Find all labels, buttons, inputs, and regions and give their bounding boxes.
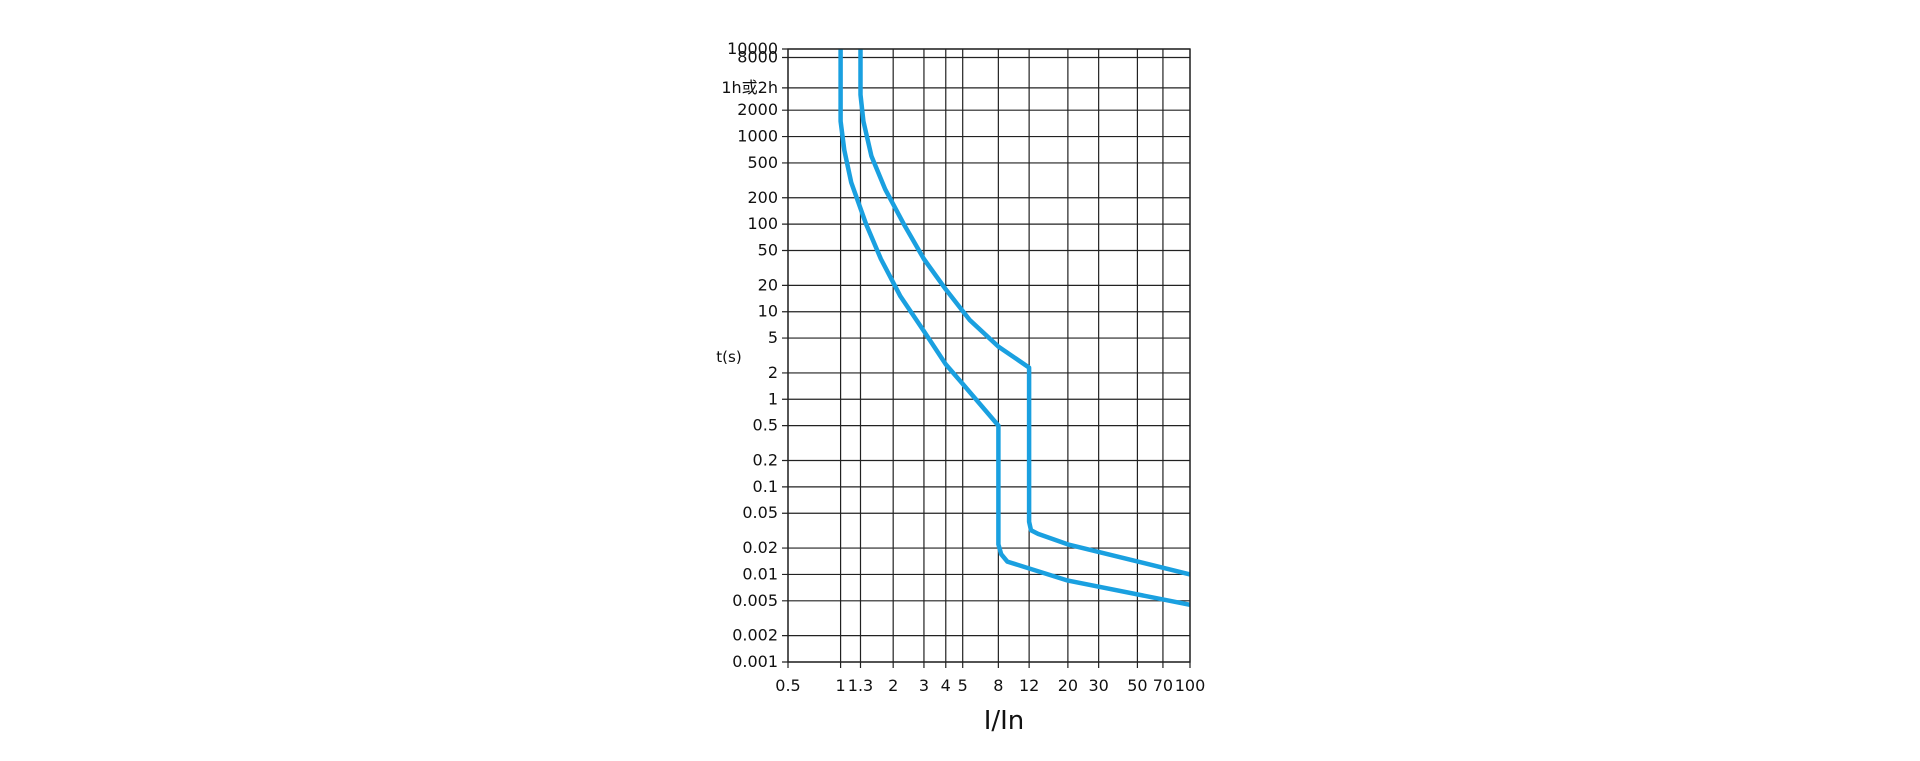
x-tick-label: 3 [919, 676, 929, 695]
y-axis-label: t(s) [716, 348, 741, 366]
x-tick-label: 50 [1127, 676, 1147, 695]
y-tick-label: 1h或2h [721, 78, 778, 97]
x-tick-label: 1.3 [848, 676, 873, 695]
series-group [838, 49, 1191, 608]
x-tick-label: 1 [835, 676, 845, 695]
series-line-2 [858, 49, 1191, 577]
y-tick-label: 2 [768, 363, 778, 382]
x-tick-label: 70 [1153, 676, 1173, 695]
y-tick-label: 1000 [737, 127, 778, 146]
y-tick-label: 0.001 [732, 652, 778, 671]
y-tick-label: 0.05 [742, 503, 778, 522]
y-tick-label: 1 [768, 389, 778, 408]
x-tick-label: 100 [1175, 676, 1206, 695]
x-tick-label: 2 [888, 676, 898, 695]
y-tick-label: 0.5 [753, 416, 778, 435]
x-tick-labels: 0.5 1 1.3 2 3 4 5 8 12 20 30 50 70 100 [775, 676, 1205, 695]
x-tick-label: 4 [941, 676, 951, 695]
y-tick-label: 0.002 [732, 626, 778, 645]
series-line-1 [838, 49, 1191, 608]
plot-border [787, 48, 1191, 663]
x-tick-label: 20 [1058, 676, 1078, 695]
x-tick-label: 5 [958, 676, 968, 695]
y-tick-label: 0.01 [742, 564, 778, 583]
y-tick-label: 20 [758, 275, 778, 294]
y-tick-label: 500 [747, 153, 778, 172]
x-tick-label: 0.5 [775, 676, 800, 695]
y-tick-label: 0.2 [753, 450, 778, 469]
x-axis-label: I/In [984, 706, 1025, 736]
y-tick-label: 50 [758, 241, 778, 260]
y-tick-label: 2000 [737, 100, 778, 119]
y-tick-label: 8000 [737, 47, 778, 66]
y-tick-label: 0.005 [732, 591, 778, 610]
y-tick-label: 200 [747, 188, 778, 207]
y-tick-label: 0.1 [753, 477, 778, 496]
y-tick-label: 0.02 [742, 538, 778, 557]
x-tick-label: 12 [1019, 676, 1039, 695]
y-tick-label: 5 [768, 328, 778, 347]
y-tick-label: 100 [747, 214, 778, 233]
x-tick-label: 8 [993, 676, 1003, 695]
x-tick-label: 30 [1088, 676, 1108, 695]
y-tick-label: 10000 [727, 39, 778, 58]
y-tick-label: 10 [758, 302, 778, 321]
plot-frame [787, 48, 1191, 663]
